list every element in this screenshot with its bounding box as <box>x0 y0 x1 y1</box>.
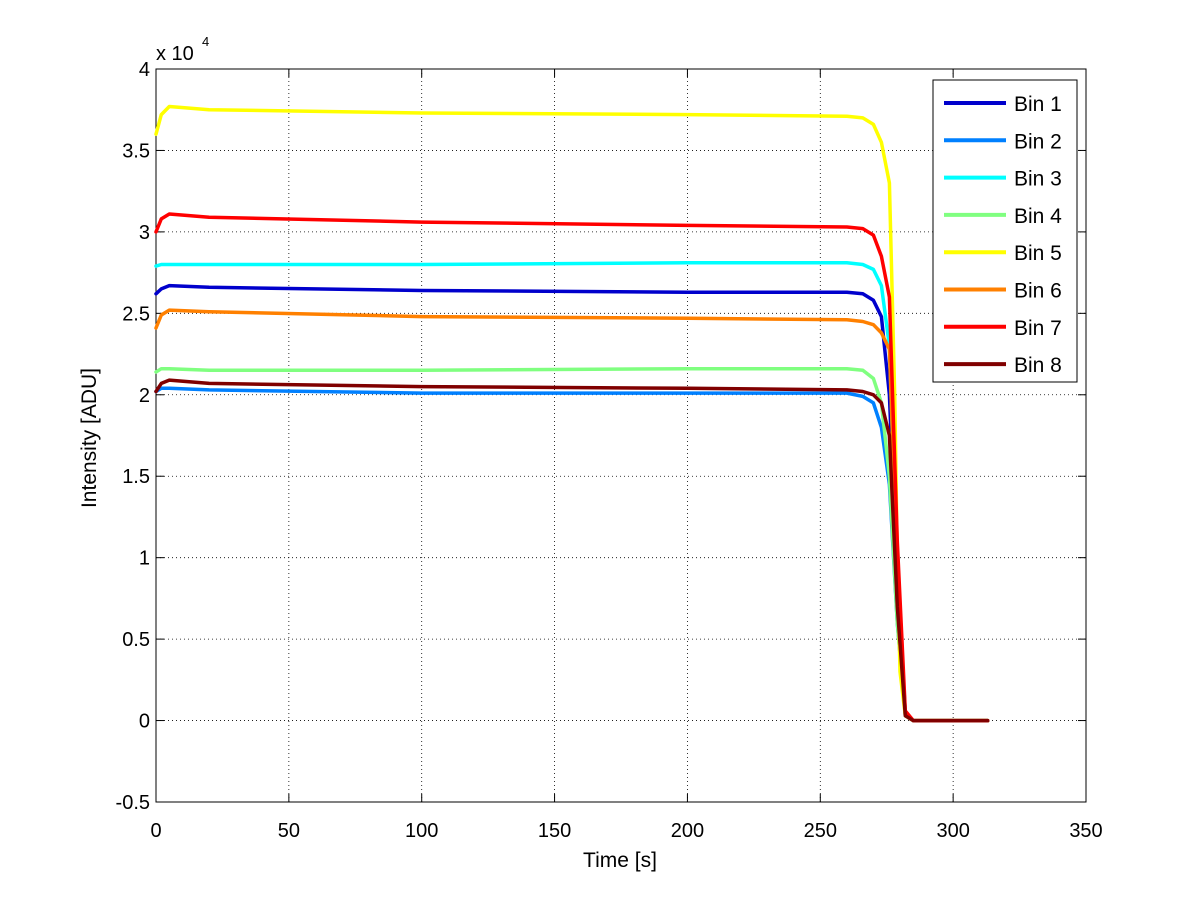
x-tick-label: 250 <box>804 820 837 842</box>
x-axis-label: Time [s] <box>583 849 657 872</box>
series-line-bin-8 <box>154 378 990 723</box>
y-tick-label: -0.5 <box>116 792 150 814</box>
legend-label-bin-8: Bin 8 <box>1014 354 1062 377</box>
y-tick-label: 0 <box>139 711 150 733</box>
y-multiplier-base: x 10 <box>156 43 194 65</box>
x-tick-label: 0 <box>150 820 161 842</box>
y-tick-label: 4 <box>139 59 150 81</box>
legend-label-bin-4: Bin 4 <box>1014 205 1062 228</box>
tick-labels: 0 50 100 150 200 250 300 350-0.500.511.522.533.… <box>116 59 1103 842</box>
legend-label-bin-1: Bin 1 <box>1014 93 1062 116</box>
y-tick-label: 3.5 <box>122 140 150 162</box>
x-tick-label: 200 <box>671 820 704 842</box>
y-tick-label: 1 <box>139 548 150 570</box>
plot-area-frame <box>155 68 1087 803</box>
x-tick-label: 100 <box>405 820 438 842</box>
y-axis-label: Intensity [ADU] <box>78 368 101 508</box>
legend-label-bin-6: Bin 6 <box>1014 280 1062 303</box>
y-tick-label: 3 <box>139 222 150 244</box>
x-tick-label: 300 <box>936 820 969 842</box>
legend-label-bin-3: Bin 3 <box>1014 168 1062 191</box>
legend-label-bin-2: Bin 2 <box>1014 130 1062 153</box>
legend-label-bin-5: Bin 5 <box>1014 242 1062 265</box>
x-tick-label: 350 <box>1069 820 1102 842</box>
legend: Bin 1 Bin 2 Bin 3 Bin 4 Bin 5 Bin 6 Bin 7 Bin 8 <box>932 79 1078 383</box>
axes <box>155 68 1087 803</box>
x-tick-label: 50 <box>278 820 300 842</box>
x-tick-label: 150 <box>538 820 571 842</box>
legend-label-bin-7: Bin 7 <box>1014 317 1062 340</box>
y-tick-label: 1.5 <box>122 466 150 488</box>
series-line-bin-7 <box>154 212 990 723</box>
series-lines <box>154 104 990 723</box>
y-tick-label: 0.5 <box>122 629 150 651</box>
y-tick-label: 2.5 <box>122 303 150 325</box>
y-multiplier-exponent: 4 <box>202 34 209 49</box>
y-tick-label: 2 <box>139 385 150 407</box>
legend-box <box>932 79 1078 383</box>
